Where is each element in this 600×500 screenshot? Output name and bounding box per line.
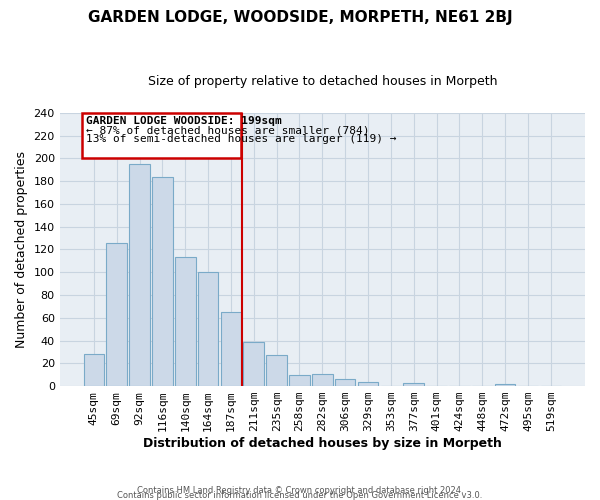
Bar: [403, 382, 424, 386]
Bar: [495, 384, 515, 386]
Bar: [106, 242, 127, 386]
Text: Contains public sector information licensed under the Open Government Licence v3: Contains public sector information licen…: [118, 490, 482, 500]
FancyBboxPatch shape: [82, 113, 241, 158]
Bar: [358, 382, 379, 386]
Bar: [335, 380, 355, 386]
Bar: [289, 374, 310, 386]
Text: 13% of semi-detached houses are larger (119) →: 13% of semi-detached houses are larger (…: [86, 134, 397, 144]
Text: GARDEN LODGE WOODSIDE: 199sqm: GARDEN LODGE WOODSIDE: 199sqm: [86, 116, 281, 126]
Title: Size of property relative to detached houses in Morpeth: Size of property relative to detached ho…: [148, 75, 497, 88]
Bar: [83, 354, 104, 386]
Bar: [152, 176, 173, 386]
X-axis label: Distribution of detached houses by size in Morpeth: Distribution of detached houses by size …: [143, 437, 502, 450]
Bar: [221, 312, 241, 386]
Bar: [312, 374, 332, 386]
Bar: [244, 342, 264, 386]
Bar: [175, 258, 196, 386]
Text: GARDEN LODGE, WOODSIDE, MORPETH, NE61 2BJ: GARDEN LODGE, WOODSIDE, MORPETH, NE61 2B…: [88, 10, 512, 25]
Bar: [266, 356, 287, 386]
Bar: [129, 164, 150, 386]
Bar: [198, 272, 218, 386]
Text: ← 87% of detached houses are smaller (784): ← 87% of detached houses are smaller (78…: [86, 126, 370, 136]
Y-axis label: Number of detached properties: Number of detached properties: [15, 151, 28, 348]
Text: Contains HM Land Registry data © Crown copyright and database right 2024.: Contains HM Land Registry data © Crown c…: [137, 486, 463, 495]
